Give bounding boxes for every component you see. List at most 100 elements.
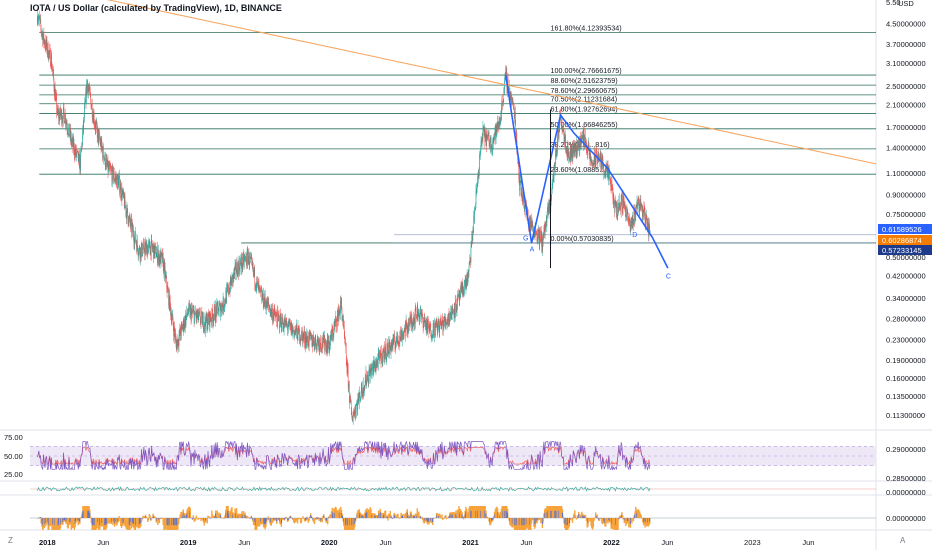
indicator2-bar	[527, 518, 529, 528]
candle-body	[622, 194, 623, 210]
indicator2-bar	[548, 506, 551, 518]
candle-body	[386, 357, 387, 360]
zoom-corner-label[interactable]: Z	[8, 536, 13, 545]
candle-body	[91, 103, 93, 107]
price-axis[interactable]: 5.50USD4.500000003.700000003.100000002.5…	[878, 0, 932, 420]
candle-body	[59, 115, 60, 121]
candle-body	[47, 43, 49, 52]
candle-body	[304, 342, 306, 345]
indicator2-signal-bar	[331, 511, 333, 518]
indicator2-bar	[513, 518, 515, 526]
candle-body	[557, 130, 559, 139]
candle-body	[282, 322, 284, 325]
indicator2-bar	[500, 508, 503, 518]
candle-body	[425, 320, 427, 333]
indicator2-bar	[405, 511, 408, 518]
indicator2-bar	[49, 518, 52, 527]
indicator2-bar	[524, 518, 527, 530]
indicator2-bar	[601, 518, 603, 524]
candle-body	[213, 306, 215, 316]
candle-body	[280, 317, 282, 324]
candle-body	[260, 288, 261, 291]
candle-body	[512, 101, 514, 103]
candle-body	[281, 327, 283, 331]
candle-body	[603, 165, 605, 176]
indicator2-bar	[353, 518, 355, 530]
elliott-wave-path[interactable]	[504, 75, 669, 269]
candle-body	[469, 261, 470, 266]
candle-body	[210, 312, 211, 319]
indicator2-bar	[329, 514, 331, 518]
candle-body	[111, 171, 113, 183]
candle-body	[411, 318, 413, 323]
indicator2-signal-bar	[175, 518, 176, 526]
time-axis[interactable]: 2018 Jun 2019 Jun 2020 Jun 2021 Jun 2022 Jun 2023 J…	[39, 538, 814, 547]
candle-body	[500, 116, 502, 120]
candle-body	[176, 341, 177, 351]
candle-body	[393, 335, 394, 344]
indicator2-bar	[581, 511, 583, 518]
price-tick-label: 1.10000000	[886, 169, 926, 178]
indicator2-signal-bar	[290, 516, 292, 518]
candle-body	[169, 296, 171, 305]
indicator2-bar	[123, 518, 126, 525]
auto-scale-label[interactable]: A	[900, 536, 906, 545]
candle-body	[213, 315, 215, 322]
candle-body	[618, 207, 619, 209]
candle-body	[245, 256, 246, 258]
indicator2-signal-bar	[569, 518, 571, 520]
candle-body	[562, 127, 563, 131]
candle-body	[73, 138, 74, 151]
indicator2-bar	[339, 511, 341, 518]
indicator2-bar	[594, 517, 596, 518]
fibonacci-retracement[interactable]: 0.00%(0.57030835)23.60%(1.0885....)38.20…	[39, 24, 876, 244]
candle-body	[100, 140, 102, 150]
indicator2-bar	[45, 518, 48, 524]
indicator2-signal-bar	[583, 516, 585, 518]
candle-body	[41, 33, 43, 35]
indicator2-bar	[221, 517, 223, 519]
indicator2-bar	[220, 516, 222, 518]
indicator2-signal-bar	[87, 510, 88, 518]
indicator2-signal-bar	[440, 517, 442, 519]
indicator2-bar	[282, 518, 284, 520]
candle-body	[164, 263, 165, 276]
indicator2-bar	[279, 518, 282, 525]
candle-body	[284, 320, 286, 327]
candle-body	[66, 124, 68, 129]
indicator2-bar	[606, 518, 608, 522]
indicator2-bar	[80, 516, 83, 518]
candle-body	[177, 338, 179, 349]
candle-body	[444, 316, 445, 321]
candle-body	[161, 253, 163, 263]
candle-body	[39, 15, 40, 19]
indicator2-signal-bar	[77, 518, 78, 520]
candle-body	[398, 341, 399, 344]
candle-body	[238, 266, 239, 275]
trend-line[interactable]	[35, 0, 877, 165]
indicator2-signal-bar	[562, 512, 563, 518]
indicator2-bar	[411, 515, 413, 518]
candle-body	[356, 402, 358, 404]
candle-body	[487, 135, 489, 136]
indicator2-bar	[446, 518, 449, 519]
candle-body	[536, 234, 538, 242]
candle-body	[179, 327, 181, 335]
candle-body	[310, 335, 312, 339]
candle-body	[451, 307, 453, 320]
time-tick-label: Jun	[520, 538, 532, 547]
candle-body	[190, 307, 192, 321]
candle-body	[247, 251, 248, 253]
price-tag	[878, 224, 932, 234]
indicator2-signal-bar	[305, 518, 307, 520]
candle-body	[425, 320, 427, 327]
wave-label: G	[523, 236, 528, 243]
candle-body	[338, 307, 339, 322]
candle-body	[409, 316, 411, 318]
candle-body	[244, 257, 245, 260]
candle-body	[437, 318, 439, 329]
candle-body	[546, 221, 547, 222]
candle-body	[341, 299, 342, 310]
